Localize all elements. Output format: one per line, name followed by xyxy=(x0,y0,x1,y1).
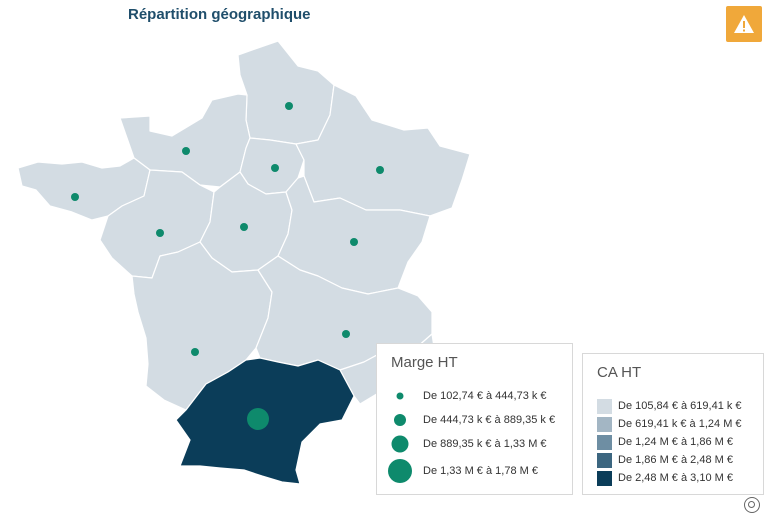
legend-marge-item: De 1,33 M € à 1,78 M € xyxy=(377,459,538,483)
region-hauts-de-france[interactable] xyxy=(237,40,335,145)
page-title: Répartition géographique xyxy=(128,6,311,23)
legend-ca-item: De 2,48 M € à 3,10 M € xyxy=(583,468,733,488)
marge-dot-grand-est[interactable] xyxy=(376,166,384,174)
legend-ca-item: De 619,41 k € à 1,24 M € xyxy=(583,414,742,434)
marge-dot-normandie[interactable] xyxy=(182,147,190,155)
marge-dot-bretagne[interactable] xyxy=(71,193,79,201)
legend-ca-item: De 1,24 M € à 1,86 M € xyxy=(583,432,733,452)
legend-ca-swatch xyxy=(597,416,612,432)
legend-marge-label: De 444,73 k € à 889,35 k € xyxy=(423,414,556,426)
legend-marge-item: De 102,74 € à 444,73 k € xyxy=(377,386,547,406)
legend-marge-item: De 889,35 k € à 1,33 M € xyxy=(377,434,547,454)
marge-dot-bourgogne-franche-comte[interactable] xyxy=(350,238,358,246)
legend-ca-item: De 1,86 M € à 2,48 M € xyxy=(583,450,733,470)
circle-size-3-icon xyxy=(391,435,409,453)
legend-ca-ht: CA HT De 105,84 € à 619,41 k € De 619,41 … xyxy=(582,353,764,495)
zoom-icon[interactable] xyxy=(744,497,760,513)
legend-ca-label: De 1,86 M € à 2,48 M € xyxy=(618,454,733,466)
marge-dot-centre-val-de-loire[interactable] xyxy=(240,223,248,231)
warning-button[interactable] xyxy=(726,6,762,42)
legend-marge-label: De 1,33 M € à 1,78 M € xyxy=(423,465,538,477)
legend-ca-swatch xyxy=(597,470,612,486)
legend-ca-swatch xyxy=(597,452,612,468)
legend-marge-item: De 444,73 k € à 889,35 k € xyxy=(377,410,555,430)
legend-ca-label: De 1,24 M € à 1,86 M € xyxy=(618,436,733,448)
marge-dot-pays-de-la-loire[interactable] xyxy=(156,229,164,237)
legend-marge-ht: Marge HT De 102,74 € à 444,73 k € De 444… xyxy=(376,343,573,495)
legend-ca-swatch xyxy=(597,434,612,450)
circle-size-2-icon xyxy=(394,414,406,426)
marge-dot-hauts-de-france[interactable] xyxy=(285,102,293,110)
legend-ca-label: De 619,41 k € à 1,24 M € xyxy=(618,418,742,430)
legend-marge-label: De 102,74 € à 444,73 k € xyxy=(423,390,547,402)
circle-size-4-icon xyxy=(388,459,412,483)
marge-dot-auvergne-rhone-alpes[interactable] xyxy=(342,330,350,338)
legend-ca-title: CA HT xyxy=(597,364,642,381)
legend-marge-title: Marge HT xyxy=(391,354,458,371)
marge-dot-nouvelle-aquitaine[interactable] xyxy=(191,348,199,356)
legend-marge-label: De 889,35 k € à 1,33 M € xyxy=(423,438,547,450)
legend-ca-item: De 105,84 € à 619,41 k € xyxy=(583,396,742,416)
marge-dot-occitanie[interactable] xyxy=(247,408,269,430)
legend-ca-label: De 105,84 € à 619,41 k € xyxy=(618,400,742,412)
legend-ca-label: De 2,48 M € à 3,10 M € xyxy=(618,472,733,484)
circle-size-1-icon xyxy=(396,392,404,400)
region-nouvelle-aquitaine[interactable] xyxy=(131,241,273,411)
warning-triangle-icon xyxy=(734,15,754,33)
marge-dot-ile-de-france[interactable] xyxy=(271,164,279,172)
legend-ca-swatch xyxy=(597,398,612,414)
